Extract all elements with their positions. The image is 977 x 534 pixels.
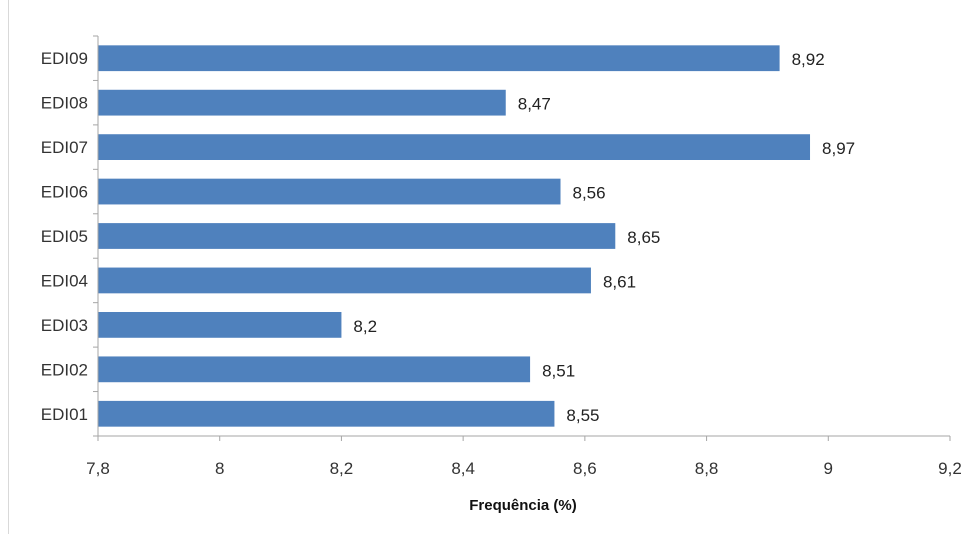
x-tick-label: 8,8 <box>695 459 719 478</box>
category-label-edi03: EDI03 <box>41 316 88 335</box>
bar-edi05 <box>98 223 616 249</box>
value-label-edi02: 8,51 <box>542 361 575 380</box>
x-tick-label: 8,6 <box>573 459 597 478</box>
x-tick-label: 8 <box>215 459 224 478</box>
bar-edi02 <box>98 356 531 383</box>
value-labels-group: 8,92 8,47 8,97 8,56 8,65 8,61 8,2 8,51 8,55 <box>353 50 855 425</box>
value-label-edi05: 8,65 <box>627 228 660 247</box>
category-label-edi04: EDI04 <box>41 271 88 290</box>
category-labels-group: EDI09 EDI08 EDI07 EDI06 EDI05 EDI04 EDI03 EDI02… <box>41 49 88 424</box>
category-label-edi08: EDI08 <box>41 94 88 113</box>
bar-edi04 <box>98 267 591 294</box>
category-label-edi06: EDI06 <box>41 183 88 202</box>
category-label-edi07: EDI07 <box>41 138 88 157</box>
category-label-edi05: EDI05 <box>41 227 88 246</box>
x-tick-label: 7,8 <box>86 459 110 478</box>
value-label-edi06: 8,56 <box>573 184 606 203</box>
value-label-edi01: 8,55 <box>566 406 599 425</box>
x-tick-label: 8,2 <box>330 459 354 478</box>
bar-edi06 <box>98 178 561 205</box>
frame-border-line <box>8 0 9 534</box>
bars-group <box>98 45 811 427</box>
x-axis-title: Frequência (%) <box>469 497 577 514</box>
value-label-edi07: 8,97 <box>822 139 855 158</box>
value-label-edi09: 8,92 <box>792 50 825 69</box>
bar-edi09 <box>98 45 780 72</box>
category-label-edi01: EDI01 <box>41 405 88 424</box>
bar-edi01 <box>98 400 555 427</box>
category-label-edi02: EDI02 <box>41 360 88 379</box>
bar-edi07 <box>98 134 811 160</box>
bar-edi08 <box>98 89 506 116</box>
value-label-edi03: 8,2 <box>353 317 377 336</box>
x-tick-label: 9 <box>824 459 833 478</box>
value-label-edi04: 8,61 <box>603 272 636 291</box>
value-label-edi08: 8,47 <box>518 95 551 114</box>
x-ticks-group: 7,8 8 8,2 8,4 8,6 8,8 9 9,2 <box>86 35 962 478</box>
category-label-edi09: EDI09 <box>41 49 88 68</box>
x-tick-label: 9,2 <box>938 459 962 478</box>
x-tick-label: 8,4 <box>451 459 475 478</box>
bar-edi03 <box>98 312 342 338</box>
